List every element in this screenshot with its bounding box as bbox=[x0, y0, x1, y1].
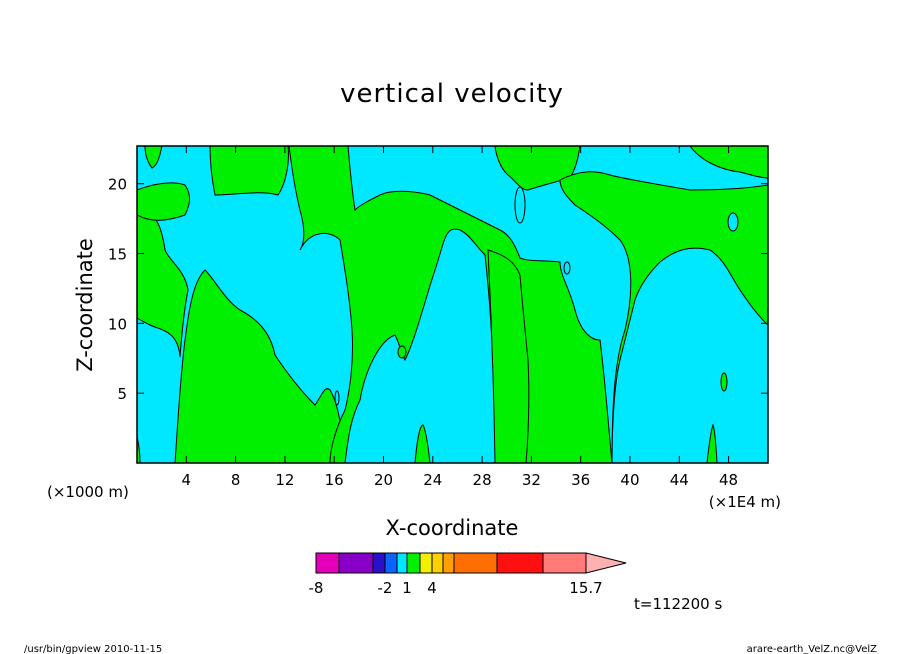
contour-region bbox=[706, 423, 718, 464]
x-tick-label: 12 bbox=[275, 471, 294, 489]
colorbar-tick-label: -8 bbox=[309, 579, 324, 597]
contour-region bbox=[727, 212, 739, 232]
colorbar-bin bbox=[542, 552, 587, 574]
footer-right: arare-earth_VelZ.nc@VelZ bbox=[747, 644, 878, 654]
colorbar-extension-arrow bbox=[585, 552, 627, 574]
y-tick-label: 5 bbox=[117, 385, 127, 403]
colorbar-tick-label: 4 bbox=[427, 579, 437, 597]
contour-region bbox=[620, 145, 769, 179]
contour-region bbox=[144, 145, 163, 169]
footer-left: /usr/bin/gpview 2010-11-15 bbox=[24, 644, 162, 654]
colorbar bbox=[315, 552, 627, 574]
x-tick-label: 16 bbox=[325, 471, 344, 489]
contour-region bbox=[720, 372, 728, 392]
colorbar-bin bbox=[338, 552, 374, 574]
colorbar-bin bbox=[496, 552, 544, 574]
x-tick-label: 24 bbox=[423, 471, 442, 489]
colorbar-bin bbox=[315, 552, 340, 574]
x-tick-label: 4 bbox=[182, 471, 192, 489]
time-label: t=112200 s bbox=[634, 595, 722, 613]
y-tick-label: 10 bbox=[108, 315, 127, 333]
colorbar-bin bbox=[453, 552, 498, 574]
chart-title: vertical velocity bbox=[340, 79, 564, 109]
contour-region bbox=[136, 182, 190, 221]
contour-region bbox=[209, 145, 289, 196]
contour-region bbox=[414, 424, 431, 464]
x-axis-label: X-coordinate bbox=[386, 516, 519, 540]
x-tick-label: 40 bbox=[620, 471, 639, 489]
colorbar-bin bbox=[396, 552, 408, 574]
colorbar-bin bbox=[419, 552, 433, 574]
contour-region bbox=[334, 390, 340, 406]
y-axis-label: Z-coordinate bbox=[73, 238, 97, 372]
y-tick-label: 15 bbox=[108, 246, 127, 264]
colorbar-bin bbox=[372, 552, 386, 574]
x-tick-label: 44 bbox=[670, 471, 689, 489]
x-tick-label: 8 bbox=[231, 471, 241, 489]
x-tick-label: 20 bbox=[374, 471, 393, 489]
negative-velocity-islands bbox=[334, 186, 739, 406]
colorbar-tick-label: 15.7 bbox=[569, 579, 602, 597]
x-tick-label: 48 bbox=[719, 471, 738, 489]
contour-region bbox=[514, 186, 526, 224]
contour-region bbox=[563, 261, 571, 275]
x-tick-label: 28 bbox=[473, 471, 492, 489]
contour-region bbox=[559, 171, 769, 464]
x-units-right: (×1E4 m) bbox=[709, 493, 781, 511]
contour-region bbox=[174, 269, 346, 464]
contour-region bbox=[487, 249, 530, 464]
colorbar-bin bbox=[406, 552, 421, 574]
colorbar-tick-label: -2 bbox=[378, 579, 393, 597]
contour-region bbox=[397, 345, 407, 359]
x-tick-label: 36 bbox=[571, 471, 590, 489]
colorbar-tick-label: 1 bbox=[402, 579, 412, 597]
x-tick-label: 32 bbox=[522, 471, 541, 489]
positive-velocity-regions bbox=[136, 145, 769, 464]
y-tick-label: 20 bbox=[108, 176, 127, 194]
colorbar-bin bbox=[431, 552, 444, 574]
plot-frame bbox=[136, 145, 769, 464]
colorbar-bin bbox=[384, 552, 398, 574]
colorbar-bin bbox=[442, 552, 455, 574]
x-units-left: (×1000 m) bbox=[47, 483, 129, 501]
contour-region bbox=[494, 145, 581, 191]
colorbar-labels: -8 -2 1 4 15.7 bbox=[309, 579, 603, 597]
contour-region bbox=[136, 212, 189, 358]
